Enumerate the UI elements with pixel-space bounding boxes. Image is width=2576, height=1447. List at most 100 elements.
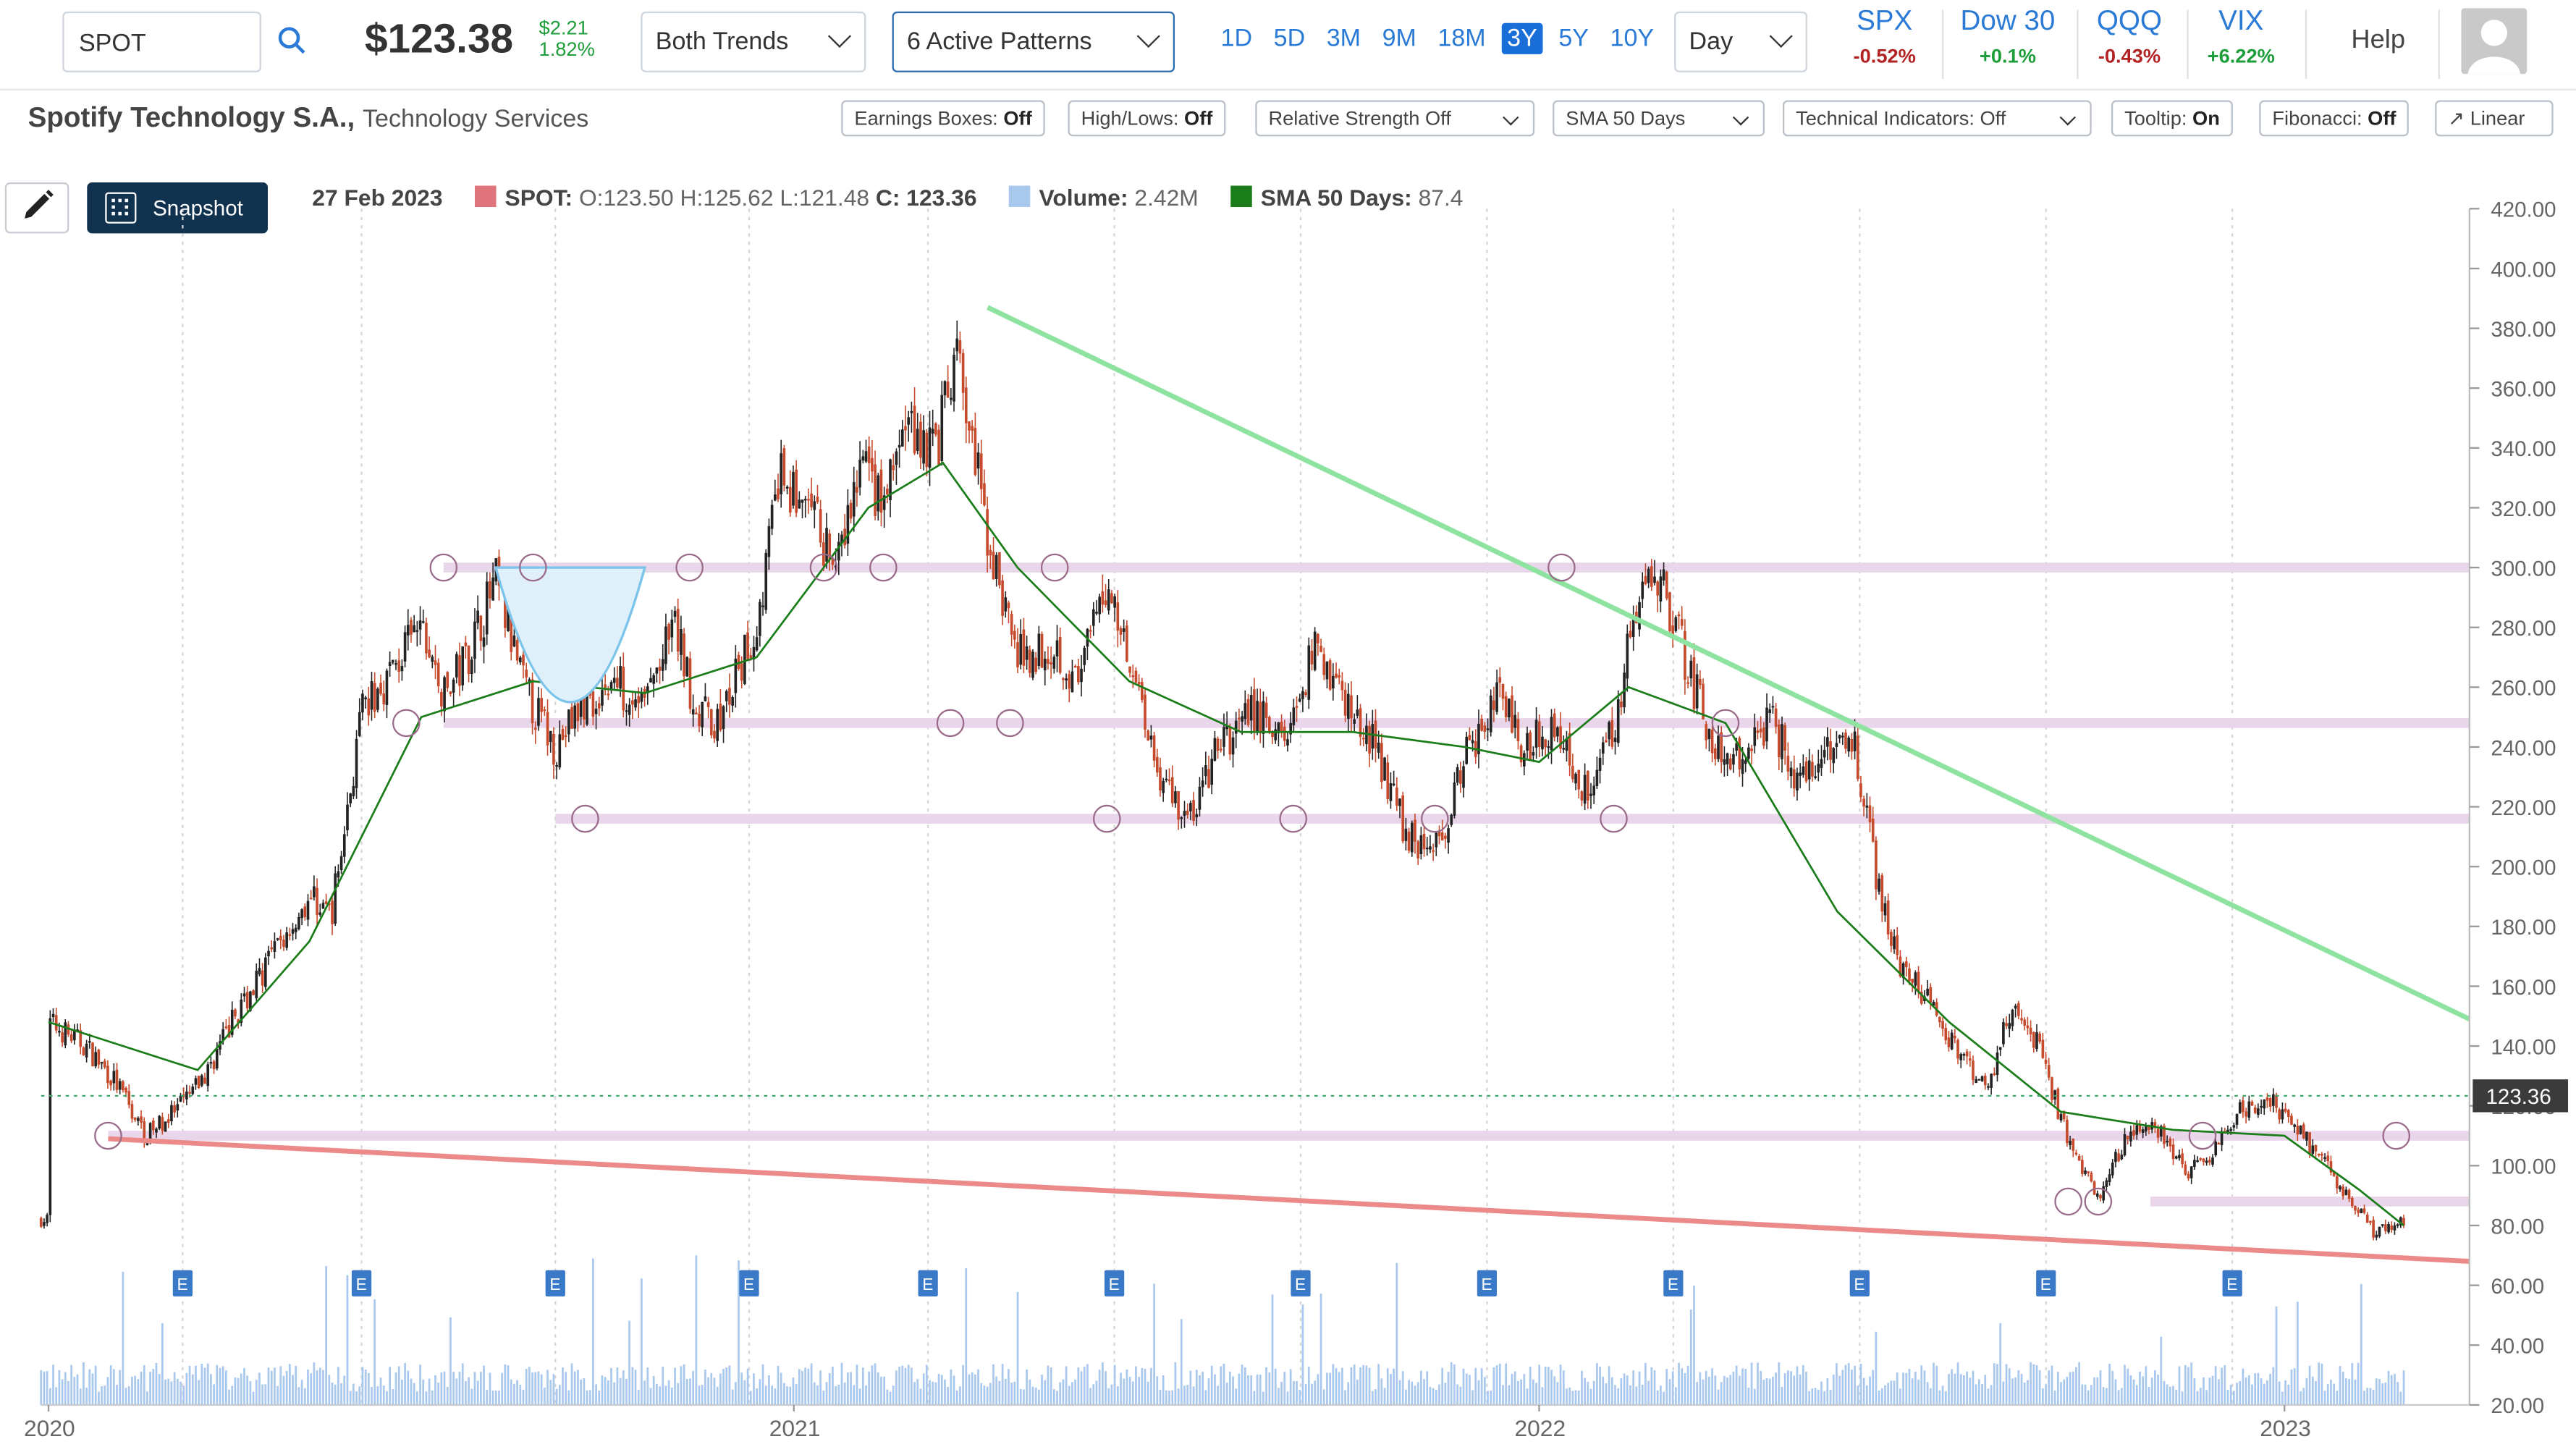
index-qqq[interactable]: QQQ -0.43% — [2080, 5, 2179, 67]
snapshot-button[interactable]: Snapshot — [87, 182, 269, 234]
range-1d[interactable]: 1D — [1220, 25, 1253, 53]
avatar[interactable] — [2461, 8, 2528, 75]
index-spx[interactable]: SPX -0.52% — [1836, 5, 1934, 67]
candle-body — [2051, 1077, 2053, 1100]
candle-body — [695, 712, 698, 714]
trendline-resistance[interactable] — [987, 305, 2471, 1021]
volume-bar — [2084, 1384, 2087, 1405]
volume-bar — [2236, 1383, 2238, 1405]
interval-select[interactable]: Day — [1674, 11, 1807, 72]
search-icon[interactable] — [276, 25, 308, 57]
earnings-marker[interactable] — [1849, 1270, 1870, 1297]
range-3m[interactable]: 3M — [1326, 25, 1361, 53]
candle-body — [2105, 1180, 2108, 1187]
range-5y[interactable]: 5Y — [1558, 25, 1589, 53]
range-9m[interactable]: 9M — [1382, 25, 1416, 53]
range-18m[interactable]: 18M — [1437, 25, 1486, 53]
candle-body — [334, 873, 337, 924]
earnings-marker[interactable] — [2036, 1270, 2056, 1297]
index-change: -0.43% — [2098, 44, 2161, 68]
y-axis-label: 160.00 — [2491, 976, 2556, 1000]
scale-toggle[interactable]: ↗ Linear — [2435, 100, 2554, 137]
candle-body — [2265, 1097, 2269, 1101]
volume-bar — [394, 1372, 397, 1405]
help-link[interactable]: Help — [2351, 26, 2406, 54]
volume-bar — [1105, 1371, 1107, 1405]
candle-body — [1556, 727, 1559, 737]
candle-body — [1353, 719, 1356, 724]
technical-indicators-select[interactable]: Technical Indicators: Off — [1782, 100, 2092, 137]
volume-bar — [1128, 1377, 1131, 1405]
earnings-marker[interactable] — [1291, 1270, 1311, 1297]
volume-bar — [1720, 1382, 1723, 1405]
earnings-marker[interactable] — [918, 1270, 938, 1297]
earnings-marker[interactable] — [1477, 1270, 1498, 1297]
trendline-support[interactable] — [108, 1136, 2470, 1264]
draw-button[interactable] — [4, 182, 69, 234]
highlows-toggle[interactable]: High/Lows: Off — [1068, 100, 1226, 137]
volume-bar — [76, 1374, 79, 1405]
patterns-select[interactable]: 6 Active Patterns — [892, 11, 1175, 72]
tooltip-toggle[interactable]: Tooltip: On — [2111, 100, 2234, 137]
candle-body — [224, 1026, 228, 1029]
candle-body — [540, 698, 543, 712]
volume-bar — [1969, 1378, 1972, 1405]
range-5d[interactable]: 5D — [1273, 25, 1306, 53]
candle-body — [1325, 662, 1329, 680]
candle-body — [685, 657, 689, 677]
candle-body — [1377, 742, 1380, 753]
volume-bar — [1562, 1370, 1565, 1405]
volume-bar — [1177, 1388, 1180, 1405]
volume-bar — [1823, 1391, 1826, 1405]
sma-select[interactable]: SMA 50 Days — [1553, 100, 1765, 137]
earnings-marker[interactable] — [172, 1270, 193, 1297]
volume-bar — [871, 1365, 874, 1405]
volume-bar — [1071, 1382, 1073, 1405]
chart-legend: 27 Feb 2023 SPOT: O:123.50 H:125.62 L:12… — [312, 184, 1463, 210]
candle-body — [1899, 956, 1902, 976]
volume-bar — [886, 1389, 889, 1405]
earnings-boxes-toggle[interactable]: Earnings Boxes: Off — [841, 100, 1045, 137]
candle-body — [1965, 1051, 1969, 1057]
symbol-search-input[interactable]: SPOT — [62, 11, 261, 72]
price-chart[interactable]: 420.00400.00380.00360.00340.00320.00300.… — [0, 181, 2576, 1447]
candle-body — [1589, 793, 1592, 796]
y-axis-label: 320.00 — [2491, 497, 2556, 521]
trend-select[interactable]: Both Trends — [641, 11, 866, 72]
index-dow30[interactable]: Dow 30 +0.1% — [1955, 5, 2060, 67]
volume-bar — [1480, 1368, 1483, 1405]
candle-body — [406, 625, 410, 636]
index-vix[interactable]: VIX +6.22% — [2192, 5, 2290, 67]
candle-body — [1047, 659, 1050, 664]
relative-strength-select[interactable]: Relative Strength Off — [1255, 100, 1535, 137]
range-3y[interactable]: 3Y — [1502, 22, 1542, 54]
earnings-marker[interactable] — [1663, 1270, 1684, 1297]
candle-body — [904, 426, 907, 431]
fibonacci-toggle[interactable]: Fibonacci: Off — [2259, 100, 2410, 137]
candle-body — [1802, 766, 1805, 775]
earnings-marker[interactable] — [739, 1270, 759, 1297]
volume-bar — [2020, 1373, 2023, 1405]
volume-bar — [109, 1365, 112, 1405]
candle-body — [773, 494, 777, 501]
earnings-marker[interactable] — [545, 1270, 565, 1297]
earnings-marker[interactable] — [1104, 1270, 1125, 1297]
volume-bar — [494, 1391, 497, 1405]
volume-bar — [146, 1391, 148, 1405]
range-10y[interactable]: 10Y — [1610, 25, 1655, 53]
earnings-marker[interactable] — [351, 1270, 372, 1297]
volume-bar — [643, 1380, 646, 1405]
candle-body — [737, 654, 740, 670]
volume-bar — [131, 1376, 133, 1405]
volume-bar — [1183, 1385, 1186, 1405]
volume-bar — [1416, 1382, 1419, 1405]
candle-body — [388, 662, 392, 667]
volume-bar — [1935, 1365, 1938, 1405]
earnings-marker[interactable] — [2222, 1270, 2242, 1297]
candle-body — [2123, 1134, 2127, 1156]
candle-body — [1977, 1079, 1981, 1081]
candle-body — [1983, 1076, 1987, 1086]
volume-bar — [1052, 1389, 1055, 1405]
candle-body — [1332, 675, 1335, 689]
volume-bar — [731, 1389, 734, 1405]
